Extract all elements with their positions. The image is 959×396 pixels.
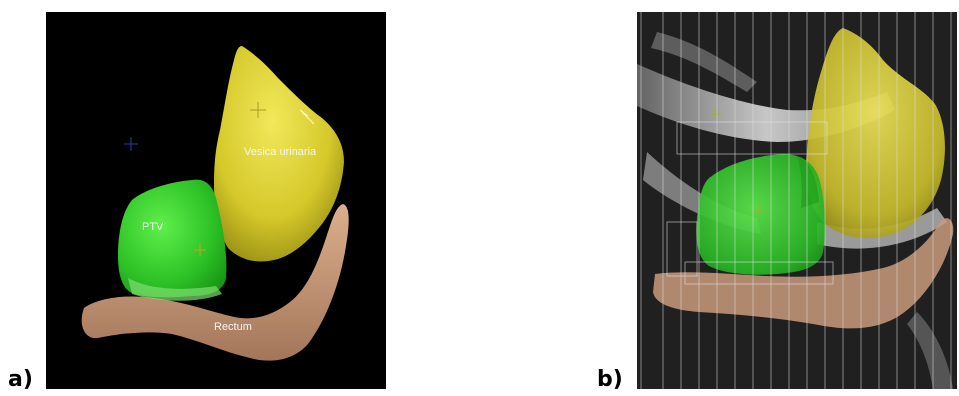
bladder-crosshair (250, 102, 266, 118)
ptv-structure (118, 179, 227, 298)
panel-b-svg (637, 12, 957, 389)
grid-lines (640, 12, 952, 389)
rectum-structure (81, 204, 349, 361)
panel-b-label: b) (597, 367, 623, 392)
contour-outlines (666, 121, 834, 285)
rectum-overlay (653, 218, 954, 329)
ptv-overlay-crosshair (709, 108, 765, 216)
bladder-label: Vesica urinaria (244, 146, 317, 158)
bladder-overlay (805, 28, 945, 239)
ptv-crosshair (194, 244, 206, 256)
panel-a-3d-render: Vesica urinaria PTV Rectum (46, 12, 386, 389)
panel-a-svg: Vesica urinaria PTV Rectum (81, 46, 349, 361)
ptv-overlay (696, 154, 826, 275)
crosshair-marker (124, 137, 138, 151)
ptv-label: PTV (142, 221, 164, 233)
panel-b-ct-overlay (637, 12, 957, 389)
panel-a-label: a) (8, 367, 33, 392)
bladder-structure (214, 46, 344, 262)
rectum-label: Rectum (214, 321, 252, 333)
